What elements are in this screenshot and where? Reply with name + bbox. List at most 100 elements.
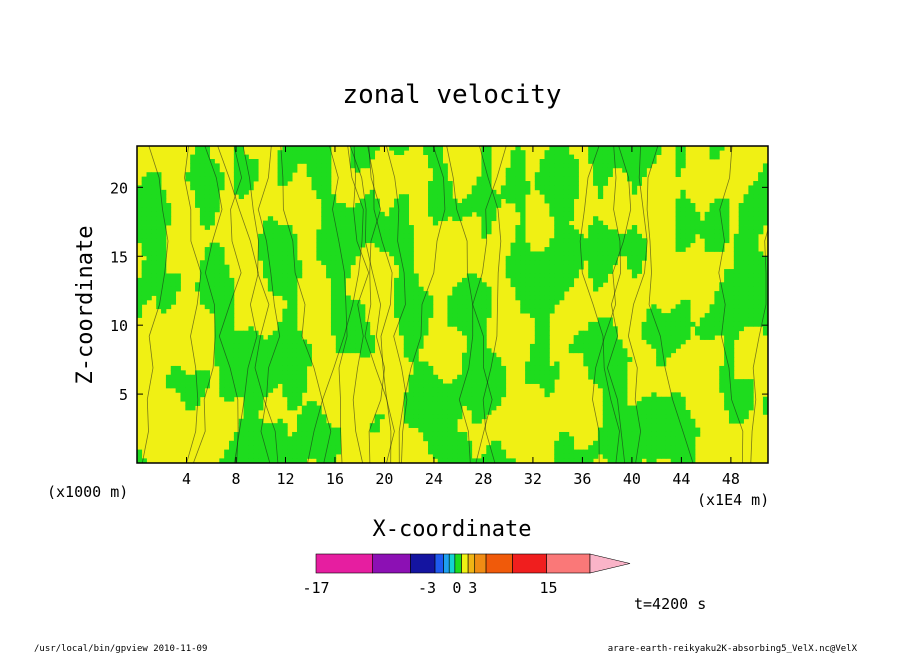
field-cell-negative (728, 291, 735, 296)
field-cell-negative (403, 260, 410, 266)
field-cell-negative (733, 317, 740, 323)
field-cell-negative (199, 203, 206, 208)
field-cell-negative (738, 291, 744, 296)
field-cell-negative (301, 150, 308, 156)
field-cell-negative (452, 286, 458, 292)
field-cell-negative (335, 427, 342, 433)
field-cell-negative (141, 211, 147, 217)
field-cell-negative (602, 225, 609, 230)
field-cell-negative (612, 154, 618, 160)
field-cell-negative (476, 383, 482, 389)
field-cell-negative (728, 383, 735, 389)
field-cell-negative (258, 339, 264, 345)
field-cell-negative (379, 220, 385, 226)
field-cell-negative (520, 185, 526, 191)
field-cell-negative (627, 251, 633, 257)
field-cell-negative (651, 453, 657, 459)
field-cell-negative (364, 339, 371, 345)
field-cell-negative (316, 458, 322, 463)
field-cell-negative (428, 440, 434, 446)
field-cell-negative (753, 291, 759, 296)
field-cell-negative (481, 361, 487, 367)
field-cell-negative (350, 233, 356, 239)
field-cell-negative (529, 286, 536, 292)
field-cell-negative (607, 370, 613, 376)
field-cell-negative (602, 379, 609, 384)
field-cell-negative (476, 211, 482, 217)
field-cell-negative (758, 185, 764, 191)
field-cell-negative (670, 409, 676, 415)
field-cell-negative (612, 383, 618, 389)
contour-line (349, 146, 386, 463)
field-cell-negative (165, 216, 172, 222)
field-cell-negative (238, 440, 244, 446)
field-cell-negative (277, 445, 283, 450)
field-cell-negative (559, 242, 565, 248)
field-cell-negative (651, 321, 657, 327)
field-cell-negative (680, 445, 686, 450)
field-cell-negative (175, 273, 181, 279)
field-cell-negative (466, 374, 473, 380)
field-cell-negative (743, 383, 749, 389)
field-cell-negative (423, 414, 429, 420)
field-cell-negative (432, 154, 439, 160)
field-cell-negative (714, 233, 720, 239)
field-cell-negative (612, 436, 618, 442)
field-cell-negative (253, 423, 259, 428)
field-cell-negative (219, 379, 225, 384)
field-cell-negative (573, 229, 579, 235)
field-cell-negative (733, 308, 740, 314)
field-cell-negative (330, 313, 337, 318)
field-cell-negative (233, 379, 240, 384)
field-cell-negative (219, 304, 225, 310)
field-cell-negative (554, 229, 560, 235)
field-cell-negative (520, 251, 526, 257)
field-cell-negative (627, 150, 633, 156)
field-cell-negative (646, 414, 652, 420)
field-cell-negative (432, 198, 439, 204)
field-cell-negative (364, 203, 371, 208)
field-cell-negative (714, 154, 720, 160)
field-cell-negative (151, 233, 157, 239)
field-cell-negative (495, 365, 502, 371)
field-cell-negative (229, 343, 235, 349)
field-cell-negative (326, 216, 332, 222)
field-cell-negative (486, 392, 492, 398)
field-cell-negative (316, 423, 322, 428)
field-cell-negative (656, 352, 662, 358)
chart-title: zonal velocity (342, 80, 561, 110)
field-cell-negative (389, 229, 395, 235)
field-cell-negative (762, 409, 768, 415)
field-cell-negative (583, 247, 589, 252)
field-cell-negative (457, 431, 463, 437)
field-cell-negative (316, 150, 322, 156)
field-cell-negative (316, 453, 322, 459)
field-cell-negative (646, 159, 652, 164)
field-cell-negative (612, 233, 618, 239)
field-cell-negative (670, 458, 676, 463)
field-cell-negative (326, 198, 332, 204)
field-cell-negative (180, 374, 186, 380)
field-cell-negative (617, 343, 623, 349)
field-cell-negative (394, 207, 400, 213)
field-cell-negative (282, 167, 288, 173)
field-cell-negative (263, 247, 269, 252)
field-cell-negative (224, 361, 230, 367)
field-cell-negative (447, 423, 453, 428)
field-cell-negative (219, 299, 225, 305)
field-cell-negative (510, 264, 516, 270)
field-cell-negative (355, 238, 361, 244)
field-cell-negative (277, 431, 283, 437)
field-cell-negative (607, 436, 613, 442)
field-cell-negative (627, 172, 633, 178)
field-cell-negative (151, 172, 157, 178)
field-cell-negative (661, 449, 667, 455)
field-cell-negative (165, 304, 172, 310)
field-cell-negative (330, 304, 337, 310)
field-cell-negative (593, 335, 599, 340)
field-cell-negative (287, 167, 293, 173)
field-cell-negative (466, 295, 473, 301)
field-cell-negative (758, 299, 764, 305)
field-cell-negative (272, 291, 278, 296)
